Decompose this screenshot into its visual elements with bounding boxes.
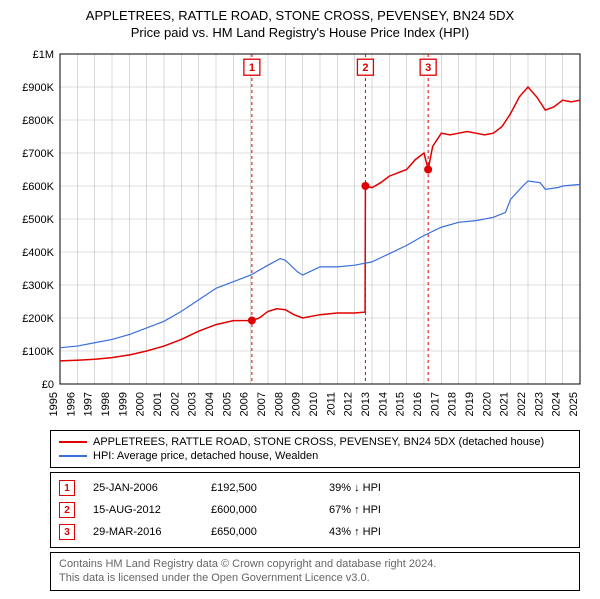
legend-box: APPLETREES, RATTLE ROAD, STONE CROSS, PE…: [50, 430, 580, 468]
event-marker-icon: 2: [59, 502, 75, 518]
svg-text:£700K: £700K: [22, 148, 54, 160]
svg-text:2004: 2004: [204, 392, 216, 416]
svg-text:2015: 2015: [395, 392, 407, 416]
event-diff: 43% ↑ HPI: [329, 526, 449, 538]
svg-text:2002: 2002: [169, 392, 181, 416]
footer-line: This data is licensed under the Open Gov…: [59, 571, 571, 585]
svg-text:2022: 2022: [516, 392, 528, 416]
svg-text:1998: 1998: [100, 392, 112, 416]
svg-text:£900K: £900K: [22, 82, 54, 94]
svg-text:£600K: £600K: [22, 181, 54, 193]
svg-text:£300K: £300K: [22, 280, 54, 292]
svg-text:2012: 2012: [343, 392, 355, 416]
svg-text:£1M: £1M: [33, 49, 54, 61]
svg-text:2020: 2020: [481, 392, 493, 416]
svg-text:2019: 2019: [464, 392, 476, 416]
event-marker-icon: 1: [59, 480, 75, 496]
svg-text:£0: £0: [42, 379, 54, 391]
event-price: £600,000: [211, 504, 311, 516]
chart-svg: £0 £100K £200K £300K £400K £500K £600K £700K £80…: [10, 44, 590, 424]
svg-text:2000: 2000: [135, 392, 147, 416]
legend-swatch-series2: [59, 455, 87, 457]
svg-text:1995: 1995: [48, 392, 60, 416]
svg-text:£200K: £200K: [22, 313, 54, 325]
svg-text:2025: 2025: [568, 392, 580, 416]
svg-text:2021: 2021: [499, 392, 511, 416]
svg-text:2016: 2016: [412, 392, 424, 416]
title-main: APPLETREES, RATTLE ROAD, STONE CROSS, PE…: [10, 8, 590, 23]
svg-text:1: 1: [249, 62, 255, 74]
legend-row: APPLETREES, RATTLE ROAD, STONE CROSS, PE…: [59, 435, 571, 449]
svg-text:1997: 1997: [83, 392, 95, 416]
svg-text:2011: 2011: [325, 392, 337, 416]
legend-swatch-series1: [59, 441, 87, 443]
svg-text:2023: 2023: [533, 392, 545, 416]
event-row: 1 25-JAN-2006 £192,500 39% ↓ HPI: [59, 477, 571, 499]
footer-line: Contains HM Land Registry data © Crown c…: [59, 557, 571, 571]
svg-text:2017: 2017: [429, 392, 441, 416]
footer-box: Contains HM Land Registry data © Crown c…: [50, 552, 580, 591]
svg-text:2: 2: [362, 62, 368, 74]
svg-text:2003: 2003: [187, 392, 199, 416]
svg-text:2006: 2006: [239, 392, 251, 416]
event-date: 25-JAN-2006: [93, 482, 193, 494]
svg-text:£100K: £100K: [22, 346, 54, 358]
event-price: £650,000: [211, 526, 311, 538]
legend-label: APPLETREES, RATTLE ROAD, STONE CROSS, PE…: [93, 436, 544, 448]
svg-text:2014: 2014: [377, 392, 389, 416]
title-sub: Price paid vs. HM Land Registry's House …: [10, 25, 590, 40]
event-row: 2 15-AUG-2012 £600,000 67% ↑ HPI: [59, 499, 571, 521]
svg-text:2018: 2018: [447, 392, 459, 416]
svg-text:1996: 1996: [65, 392, 77, 416]
legend-label: HPI: Average price, detached house, Weal…: [93, 450, 318, 462]
svg-text:£800K: £800K: [22, 115, 54, 127]
svg-text:2010: 2010: [308, 392, 320, 416]
svg-text:3: 3: [425, 62, 431, 74]
event-diff: 67% ↑ HPI: [329, 504, 449, 516]
svg-text:£400K: £400K: [22, 247, 54, 259]
svg-text:2008: 2008: [273, 392, 285, 416]
svg-text:2007: 2007: [256, 392, 268, 416]
events-box: 1 25-JAN-2006 £192,500 39% ↓ HPI 2 15-AU…: [50, 472, 580, 548]
event-date: 29-MAR-2016: [93, 526, 193, 538]
event-date: 15-AUG-2012: [93, 504, 193, 516]
legend-row: HPI: Average price, detached house, Weal…: [59, 449, 571, 463]
svg-text:2024: 2024: [551, 392, 563, 416]
svg-text:2001: 2001: [152, 392, 164, 416]
svg-text:2013: 2013: [360, 392, 372, 416]
event-marker-icon: 3: [59, 524, 75, 540]
svg-text:2009: 2009: [291, 392, 303, 416]
title-block: APPLETREES, RATTLE ROAD, STONE CROSS, PE…: [0, 0, 600, 44]
event-diff: 39% ↓ HPI: [329, 482, 449, 494]
svg-text:1999: 1999: [117, 392, 129, 416]
svg-text:£500K: £500K: [22, 214, 54, 226]
svg-text:2005: 2005: [221, 392, 233, 416]
figure-container: APPLETREES, RATTLE ROAD, STONE CROSS, PE…: [0, 0, 600, 591]
chart-area: £0 £100K £200K £300K £400K £500K £600K £700K £80…: [10, 44, 590, 424]
event-row: 3 29-MAR-2016 £650,000 43% ↑ HPI: [59, 521, 571, 543]
event-price: £192,500: [211, 482, 311, 494]
